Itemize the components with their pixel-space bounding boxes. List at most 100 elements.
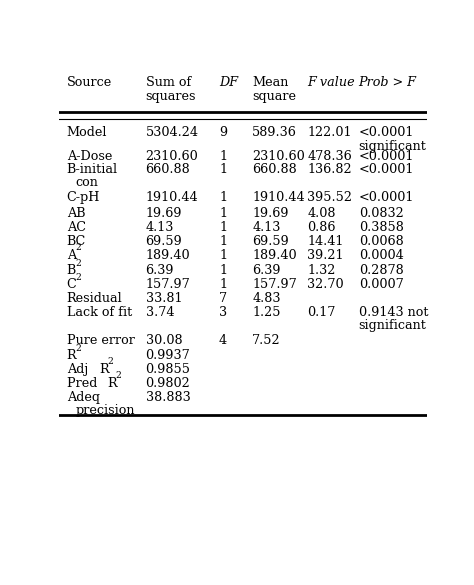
Text: 0.2878: 0.2878 [359, 264, 403, 277]
Text: 2: 2 [75, 273, 81, 282]
Text: A: A [66, 249, 76, 262]
Text: 0.86: 0.86 [307, 221, 336, 234]
Text: 4: 4 [219, 333, 227, 346]
Text: Adj: Adj [66, 363, 92, 376]
Text: 1910.44: 1910.44 [252, 191, 305, 204]
Text: 0.9143 not: 0.9143 not [359, 306, 428, 319]
Text: 0.9855: 0.9855 [146, 363, 191, 376]
Text: 478.36: 478.36 [307, 150, 352, 163]
Text: 7.52: 7.52 [252, 333, 281, 346]
Text: <0.0001: <0.0001 [359, 163, 414, 176]
Text: 2310.60: 2310.60 [252, 150, 305, 163]
Text: significant: significant [359, 139, 427, 153]
Text: <0.0001: <0.0001 [359, 191, 414, 204]
Text: 660.88: 660.88 [252, 163, 297, 176]
Text: 0.9802: 0.9802 [146, 377, 191, 390]
Text: 122.01: 122.01 [307, 126, 352, 139]
Text: F value: F value [307, 77, 355, 90]
Text: con: con [76, 176, 99, 189]
Text: 2: 2 [75, 259, 81, 268]
Text: 3.74: 3.74 [146, 306, 174, 319]
Text: 33.81: 33.81 [146, 292, 182, 305]
Text: 0.9937: 0.9937 [146, 349, 191, 362]
Text: 14.41: 14.41 [307, 235, 344, 248]
Text: Lack of fit: Lack of fit [66, 306, 132, 319]
Text: <0.0001: <0.0001 [359, 126, 414, 139]
Text: B: B [66, 264, 76, 277]
Text: 69.59: 69.59 [146, 235, 182, 248]
Text: 2: 2 [75, 243, 81, 253]
Text: 0.0007: 0.0007 [359, 278, 403, 291]
Text: 2: 2 [75, 343, 81, 353]
Text: 1: 1 [219, 221, 227, 234]
Text: R: R [99, 363, 109, 376]
Text: 0.0068: 0.0068 [359, 235, 403, 248]
Text: 1: 1 [219, 235, 227, 248]
Text: 0.0004: 0.0004 [359, 249, 403, 262]
Text: Source: Source [66, 77, 112, 90]
Text: BC: BC [66, 235, 86, 248]
Text: C: C [66, 278, 76, 291]
Text: 136.82: 136.82 [307, 163, 352, 176]
Text: 1: 1 [219, 207, 227, 221]
Text: Model: Model [66, 126, 107, 139]
Text: Sum of: Sum of [146, 77, 191, 90]
Text: significant: significant [359, 319, 427, 332]
Text: 395.52: 395.52 [307, 191, 352, 204]
Text: <0.0001: <0.0001 [359, 150, 414, 163]
Text: 6.39: 6.39 [146, 264, 174, 277]
Text: AC: AC [66, 221, 86, 234]
Text: 2310.60: 2310.60 [146, 150, 198, 163]
Text: 660.88: 660.88 [146, 163, 191, 176]
Text: 1: 1 [219, 249, 227, 262]
Text: 1.32: 1.32 [307, 264, 336, 277]
Text: 69.59: 69.59 [252, 235, 289, 248]
Text: A-Dose: A-Dose [66, 150, 112, 163]
Text: 189.40: 189.40 [146, 249, 190, 262]
Text: C-pH: C-pH [66, 191, 100, 204]
Text: 2: 2 [108, 357, 113, 366]
Text: 0.17: 0.17 [307, 306, 336, 319]
Text: 589.36: 589.36 [252, 126, 297, 139]
Text: 39.21: 39.21 [307, 249, 344, 262]
Text: 9: 9 [219, 126, 227, 139]
Text: 2: 2 [116, 371, 121, 380]
Text: 4.08: 4.08 [307, 207, 336, 221]
Text: 19.69: 19.69 [146, 207, 182, 221]
Text: 1: 1 [219, 264, 227, 277]
Text: 4.13: 4.13 [252, 221, 281, 234]
Text: 0.0832: 0.0832 [359, 207, 403, 221]
Text: Adeq: Adeq [66, 391, 100, 404]
Text: 1: 1 [219, 163, 227, 176]
Text: B-initial: B-initial [66, 163, 118, 176]
Text: 157.97: 157.97 [252, 278, 297, 291]
Text: 4.83: 4.83 [252, 292, 281, 305]
Text: AB: AB [66, 207, 85, 221]
Text: Mean: Mean [252, 77, 289, 90]
Text: 6.39: 6.39 [252, 264, 281, 277]
Text: Pure error: Pure error [66, 333, 135, 346]
Text: 1910.44: 1910.44 [146, 191, 198, 204]
Text: 1: 1 [219, 150, 227, 163]
Text: DF: DF [219, 77, 238, 90]
Text: precision: precision [76, 404, 135, 417]
Text: 157.97: 157.97 [146, 278, 191, 291]
Text: 1: 1 [219, 278, 227, 291]
Text: square: square [252, 90, 296, 103]
Text: 1.25: 1.25 [252, 306, 281, 319]
Text: 30.08: 30.08 [146, 333, 182, 346]
Text: 7: 7 [219, 292, 227, 305]
Text: Pred: Pred [66, 377, 101, 390]
Text: 38.883: 38.883 [146, 391, 191, 404]
Text: 4.13: 4.13 [146, 221, 174, 234]
Text: 189.40: 189.40 [252, 249, 297, 262]
Text: 32.70: 32.70 [307, 278, 344, 291]
Text: R: R [107, 377, 117, 390]
Text: 0.3858: 0.3858 [359, 221, 403, 234]
Text: 5304.24: 5304.24 [146, 126, 199, 139]
Text: R: R [66, 349, 76, 362]
Text: Residual: Residual [66, 292, 122, 305]
Text: 3: 3 [219, 306, 227, 319]
Text: Prob > F: Prob > F [359, 77, 417, 90]
Text: 1: 1 [219, 191, 227, 204]
